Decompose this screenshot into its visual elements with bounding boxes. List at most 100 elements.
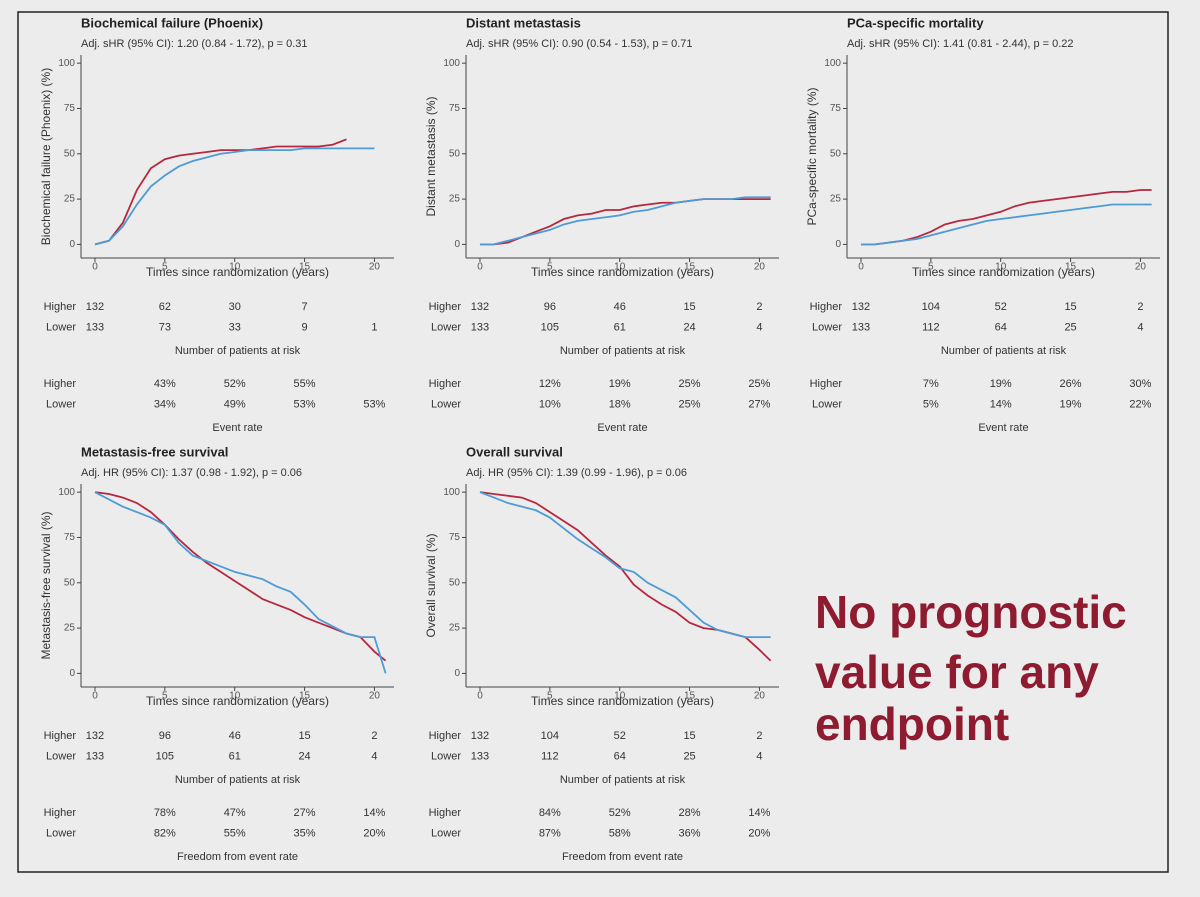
table-title: Event rate xyxy=(597,422,647,434)
table-title: Freedom from event rate xyxy=(177,851,298,863)
table-cell: 15 xyxy=(298,730,310,742)
table-cell: 53% xyxy=(363,398,385,410)
table-cell: 4 xyxy=(1137,321,1143,333)
annotation-line: No prognostic xyxy=(815,586,1127,638)
frame xyxy=(17,11,1169,873)
table-title: Number of patients at risk xyxy=(560,345,686,357)
table-cell: 61 xyxy=(229,750,241,762)
x-tick-label: 5 xyxy=(162,691,168,702)
x-axis-label: Times since randomization (years) xyxy=(146,265,329,279)
y-tick-label: 75 xyxy=(64,532,76,543)
table-cell: 10% xyxy=(539,398,561,410)
y-tick-label: 25 xyxy=(830,194,842,205)
table-row-label: Lower xyxy=(46,750,76,762)
chart-title: Distant metastasis xyxy=(466,15,581,30)
table-row-label: Lower xyxy=(812,398,842,410)
chart-subtitle: Adj. sHR (95% CI): 0.90 (0.54 - 1.53), p… xyxy=(466,38,693,50)
table-row-label: Lower xyxy=(46,321,76,333)
y-tick-label: 100 xyxy=(58,58,75,69)
table-cell: 132 xyxy=(86,301,104,313)
y-tick-label: 0 xyxy=(454,239,460,250)
x-tick-label: 15 xyxy=(299,262,311,273)
table-cell: 78% xyxy=(154,807,176,819)
x-tick-label: 15 xyxy=(1065,262,1077,273)
table-cell: 52% xyxy=(224,378,246,390)
table-cell: 96 xyxy=(544,301,556,313)
y-tick-label: 100 xyxy=(443,58,460,69)
table-cell: 46 xyxy=(614,301,626,313)
series-line xyxy=(94,138,347,246)
table-title: Number of patients at risk xyxy=(560,774,686,786)
x-tick-label: 10 xyxy=(229,262,241,273)
x-tick-label: 15 xyxy=(684,262,696,273)
table-title: Number of patients at risk xyxy=(175,345,301,357)
y-tick-label: 50 xyxy=(64,148,76,159)
x-tick-label: 0 xyxy=(858,262,864,273)
table-cell: 2 xyxy=(371,730,377,742)
series-line xyxy=(479,491,771,639)
table-row-label: Lower xyxy=(431,321,461,333)
table-cell: 87% xyxy=(539,827,561,839)
table-cell: 64 xyxy=(614,750,626,762)
series-line xyxy=(94,491,387,674)
table-row-label: Lower xyxy=(46,398,76,410)
y-tick-label: 25 xyxy=(449,623,461,634)
table-cell: 33 xyxy=(229,321,241,333)
x-tick-label: 20 xyxy=(754,262,766,273)
x-tick-label: 10 xyxy=(229,691,241,702)
table-cell: 34% xyxy=(154,398,176,410)
chart-title: PCa-specific mortality xyxy=(847,15,984,30)
table-cell: 112 xyxy=(922,321,940,333)
y-tick-label: 50 xyxy=(449,148,461,159)
table-cell: 43% xyxy=(154,378,176,390)
x-axis-label: Times since randomization (years) xyxy=(531,694,714,708)
x-tick-label: 15 xyxy=(299,691,311,702)
y-axis-label: Biochemical failure (Phoenix) (%) xyxy=(39,68,53,245)
table-cell: 15 xyxy=(683,730,695,742)
table-row-label: Lower xyxy=(431,827,461,839)
chart-subtitle: Adj. sHR (95% CI): 1.20 (0.84 - 1.72), p… xyxy=(81,38,308,50)
y-tick-label: 75 xyxy=(64,103,76,114)
table-cell: 1 xyxy=(371,321,377,333)
table-cell: 25% xyxy=(679,378,701,390)
y-tick-label: 100 xyxy=(443,487,460,498)
table-cell: 133 xyxy=(86,750,104,762)
table-cell: 53% xyxy=(294,398,316,410)
chart-subtitle: Adj. sHR (95% CI): 1.41 (0.81 - 2.44), p… xyxy=(847,38,1074,50)
table-row-label: Higher xyxy=(810,301,843,313)
table-cell: 4 xyxy=(756,321,762,333)
table-row-label: Higher xyxy=(429,378,462,390)
table-cell: 20% xyxy=(748,827,770,839)
table-cell: 25 xyxy=(1064,321,1076,333)
x-tick-label: 5 xyxy=(547,262,553,273)
x-tick-label: 20 xyxy=(369,691,381,702)
x-tick-label: 5 xyxy=(162,262,168,273)
table-cell: 96 xyxy=(159,730,171,742)
x-tick-label: 0 xyxy=(477,691,483,702)
chart-title: Metastasis-free survival xyxy=(81,444,228,459)
y-axis-label: Distant metastasis (%) xyxy=(424,96,438,216)
annotation-line: value for any xyxy=(815,646,1099,698)
table-cell: 26% xyxy=(1060,378,1082,390)
x-tick-label: 5 xyxy=(928,262,934,273)
table-cell: 24 xyxy=(683,321,695,333)
table-cell: 133 xyxy=(471,750,489,762)
table-title: Number of patients at risk xyxy=(941,345,1067,357)
table-cell: 28% xyxy=(679,807,701,819)
table-cell: 62 xyxy=(159,301,171,313)
table-row-label: Higher xyxy=(44,378,77,390)
table-row-label: Higher xyxy=(429,301,462,313)
table-row-label: Higher xyxy=(810,378,843,390)
table-cell: 52 xyxy=(995,301,1007,313)
y-tick-label: 0 xyxy=(835,239,841,250)
x-tick-label: 10 xyxy=(614,691,626,702)
table-cell: 84% xyxy=(539,807,561,819)
table-row-label: Higher xyxy=(429,730,462,742)
y-axis-label: PCa-specific mortality (%) xyxy=(805,87,819,225)
table-cell: 132 xyxy=(471,730,489,742)
table-row-label: Higher xyxy=(429,807,462,819)
y-tick-label: 0 xyxy=(69,668,75,679)
table-cell: 61 xyxy=(614,321,626,333)
table-cell: 36% xyxy=(679,827,701,839)
y-tick-label: 0 xyxy=(454,668,460,679)
